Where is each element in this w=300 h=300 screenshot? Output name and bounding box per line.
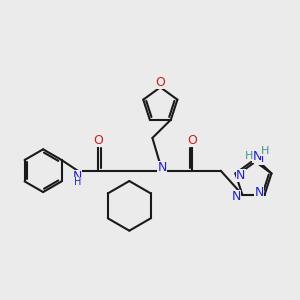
Text: H: H	[245, 151, 254, 160]
Text: N: N	[232, 190, 242, 203]
Text: N: N	[254, 152, 264, 165]
Text: N: N	[252, 150, 262, 164]
Text: O: O	[155, 76, 165, 89]
Text: H: H	[260, 146, 269, 156]
Text: N: N	[236, 169, 246, 182]
Text: N: N	[73, 170, 82, 183]
Text: H: H	[74, 177, 81, 187]
Text: O: O	[93, 134, 103, 147]
Text: N: N	[158, 161, 167, 174]
Text: O: O	[188, 134, 197, 147]
Text: N: N	[254, 186, 264, 200]
